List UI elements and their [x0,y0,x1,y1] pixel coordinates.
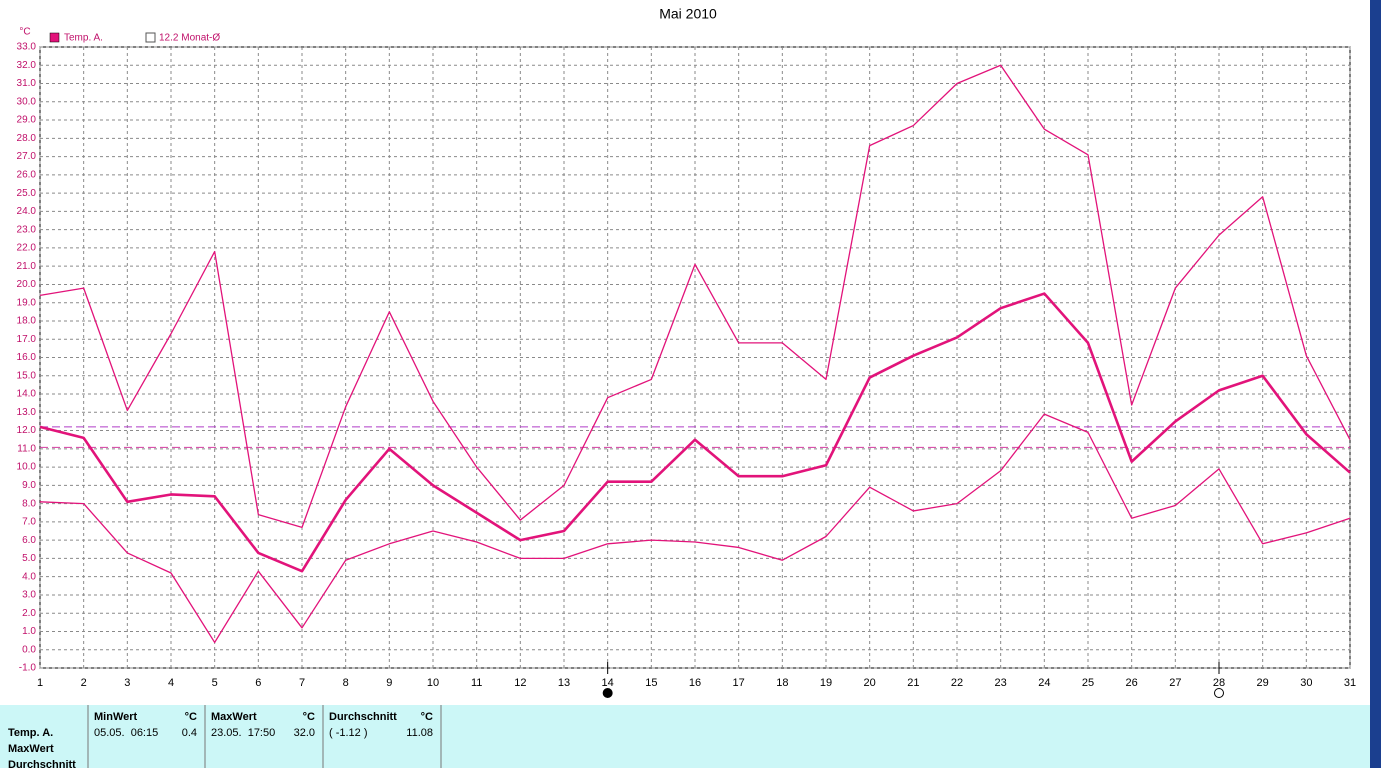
stats-cell: 11.08 [406,727,433,739]
x-tick-label: 2 [81,677,87,689]
stats-header: Durchschnitt [329,711,397,723]
y-tick-label: 8.0 [22,498,36,509]
x-tick-label: 11 [471,677,482,689]
x-tick-label: 31 [1344,677,1356,689]
legend-swatch [49,32,60,43]
y-tick-label: 21.0 [17,261,37,272]
x-tick-label: 10 [427,677,439,689]
y-tick-label: 23.0 [17,224,37,235]
x-tick-label: 8 [343,677,349,689]
stats-header: MaxWert [211,711,257,723]
x-tick-label: 30 [1300,677,1312,689]
y-tick-label: 26.0 [17,169,37,180]
x-tick-label: 16 [689,677,701,689]
x-tick-label: 27 [1169,677,1181,689]
x-tick-label: 3 [124,677,130,689]
stats-row-label: Durchschnitt [8,759,76,768]
x-tick-label: 17 [733,677,745,689]
y-tick-label: 16.0 [17,352,37,363]
y-tick-label: 28.0 [17,133,37,144]
y-tick-label: 15.0 [17,370,37,381]
y-tick-label: 5.0 [22,553,36,564]
x-tick-label: 6 [255,677,261,689]
x-tick-label: 21 [907,677,919,689]
x-tick-label: 13 [558,677,570,689]
y-tick-label: 3.0 [22,590,36,601]
x-tick-label: 5 [212,677,218,689]
stats-cell: 32.0 [294,727,315,739]
x-tick-label: 9 [386,677,392,689]
y-tick-label: 9.0 [22,480,36,491]
x-tick-label: 22 [951,677,963,689]
y-tick-label: 12.0 [17,425,37,436]
y-tick-label: 19.0 [17,297,37,308]
x-tick-label: 14 [602,677,614,689]
y-tick-label: 20.0 [17,279,37,290]
x-tick-label: 19 [820,677,832,689]
x-tick-label: 7 [299,677,305,689]
y-tick-label: 7.0 [22,517,36,528]
x-tick-label: 1 [37,677,43,689]
x-tick-label: 12 [514,677,526,689]
x-tick-label: 28 [1213,677,1225,689]
x-tick-label: 29 [1257,677,1269,689]
stats-row-label: MaxWert [8,743,54,755]
stats-cell: 0.4 [182,727,197,739]
y-tick-label: -1.0 [19,663,37,674]
y-tick-label: 25.0 [17,188,37,199]
y-tick-label: 33.0 [17,42,37,53]
stats-panel [0,705,1370,768]
y-tick-label: 27.0 [17,151,37,162]
y-tick-label: 4.0 [22,571,36,582]
x-tick-label: 20 [864,677,876,689]
y-tick-label: 6.0 [22,535,36,546]
x-tick-label: 23 [995,677,1007,689]
moon-marker [1214,688,1224,698]
stats-unit: °C [303,711,315,723]
y-tick-label: 2.0 [22,608,36,619]
legend-label: 12.2 Monat-Ø [159,33,220,44]
y-tick-label: 17.0 [17,334,37,345]
x-tick-label: 25 [1082,677,1094,689]
stats-row-label: Temp. A. [8,727,53,739]
y-tick-label: 29.0 [17,115,37,126]
y-tick-label: 14.0 [17,389,37,400]
x-tick-label: 4 [168,677,174,689]
y-tick-label: 18.0 [17,316,37,327]
series-line [39,292,1351,573]
moon-marker [602,688,613,698]
desktop-strip [1370,0,1381,768]
series-line [39,64,1351,529]
stats-cell: 05.05. 06:15 [94,727,158,739]
y-tick-label: 1.0 [22,626,36,637]
y-tick-label: 0.0 [22,644,36,655]
y-unit: °C [19,27,30,38]
y-tick-label: 22.0 [17,243,37,254]
y-tick-label: 32.0 [17,60,37,71]
x-tick-label: 15 [645,677,657,689]
x-tick-label: 26 [1126,677,1138,689]
y-tick-label: 31.0 [17,78,37,89]
stats-header: MinWert [94,711,138,723]
stats-cell: ( -1.12 ) [329,727,368,739]
x-tick-label: 18 [776,677,788,689]
chart-title: Mai 2010 [659,6,717,22]
stats-cell: 23.05. 17:50 [211,727,275,739]
legend-swatch [145,32,156,43]
y-tick-label: 13.0 [17,407,37,418]
y-tick-label: 11.0 [17,443,36,454]
x-tick-label: 24 [1038,677,1050,689]
y-tick-label: 30.0 [17,96,37,107]
stats-unit: °C [421,711,433,723]
series-line [39,413,1351,644]
y-tick-label: 10.0 [17,462,37,473]
y-tick-label: 24.0 [17,206,37,217]
legend-label: Temp. A. [64,33,103,44]
stats-unit: °C [185,711,197,723]
